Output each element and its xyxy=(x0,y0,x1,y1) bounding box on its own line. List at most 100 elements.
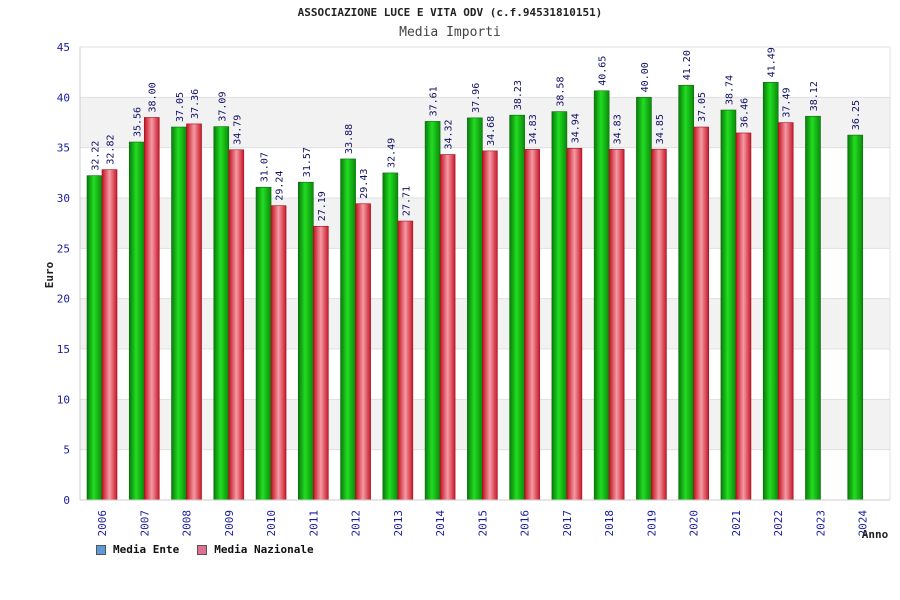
x-tick-label: 2012 xyxy=(350,510,363,537)
data-label: 34.83 xyxy=(528,114,539,144)
bar-media-nazionale xyxy=(651,148,667,501)
bar-media-ente xyxy=(509,114,525,501)
bar-media-nazionale xyxy=(608,149,625,501)
data-label: 34.32 xyxy=(444,119,455,149)
data-label: 36.46 xyxy=(739,98,750,128)
bar-media-ente xyxy=(298,181,314,501)
data-label: 34.83 xyxy=(613,114,624,144)
bar-media-nazionale xyxy=(101,169,118,501)
data-label: 40.00 xyxy=(640,62,651,92)
data-label: 34.85 xyxy=(655,114,666,144)
bar-media-nazionale xyxy=(693,126,709,501)
x-tick-label: 2008 xyxy=(181,510,194,537)
bar-media-ente xyxy=(593,90,610,501)
x-tick-label: 2016 xyxy=(519,510,532,537)
bar-media-ente xyxy=(636,97,652,501)
data-label: 32.22 xyxy=(91,141,102,171)
bar-media-ente xyxy=(255,186,272,501)
data-label: 38.74 xyxy=(724,75,735,105)
data-label: 29.43 xyxy=(359,169,370,199)
bar-media-ente xyxy=(805,115,821,501)
bar-media-nazionale xyxy=(143,117,160,501)
chart-subtitle: Media Importi xyxy=(399,25,501,40)
data-label: 32.49 xyxy=(386,138,397,168)
data-label: 41.20 xyxy=(682,50,693,80)
data-label: 38.12 xyxy=(809,81,820,111)
data-label: 37.09 xyxy=(217,92,228,122)
legend-swatch-ente xyxy=(96,544,106,555)
y-tick-label: 5 xyxy=(63,444,70,457)
bar-media-nazionale xyxy=(777,122,794,501)
bar-media-ente xyxy=(847,134,864,501)
legend-swatch-nazionale xyxy=(197,544,208,555)
legend-item-ente: Media Ente xyxy=(96,543,179,556)
bar-media-ente xyxy=(171,126,187,501)
x-tick-label: 2021 xyxy=(730,510,743,537)
x-tick-label: 2013 xyxy=(392,510,405,537)
bar-media-nazionale xyxy=(186,123,202,501)
y-tick-label: 0 xyxy=(63,494,70,507)
bar-media-ente xyxy=(340,158,356,501)
x-tick-label: 2023 xyxy=(814,510,827,537)
data-label: 38.58 xyxy=(555,77,566,107)
x-tick-label: 2010 xyxy=(265,510,278,537)
y-tick-label: 45 xyxy=(57,41,70,54)
bar-media-nazionale xyxy=(524,149,540,501)
bar-media-ente xyxy=(551,111,568,501)
data-label: 37.05 xyxy=(697,92,708,122)
x-tick-label: 2009 xyxy=(223,510,236,537)
bar-media-nazionale xyxy=(482,150,498,501)
bar-media-nazionale xyxy=(355,203,371,501)
y-axis-label: Euro xyxy=(43,261,56,288)
x-tick-label: 2020 xyxy=(688,510,701,537)
bar-media-ente xyxy=(720,109,737,501)
data-label: 29.24 xyxy=(275,171,286,201)
y-tick-label: 15 xyxy=(57,343,70,356)
bar-media-ente xyxy=(213,126,230,501)
x-tick-label: 2017 xyxy=(561,510,574,537)
bar-media-ente xyxy=(128,141,145,501)
bar-media-ente xyxy=(762,82,779,501)
y-tick-label: 25 xyxy=(57,242,70,255)
data-label: 32.82 xyxy=(106,135,117,165)
legend-label-nazionale: Media Nazionale xyxy=(214,543,314,556)
data-label: 31.07 xyxy=(260,152,271,182)
data-label: 31.57 xyxy=(302,147,313,177)
data-label: 37.61 xyxy=(429,86,440,116)
data-label: 34.68 xyxy=(486,116,497,146)
data-label: 38.00 xyxy=(148,82,159,112)
data-label: 34.79 xyxy=(232,115,243,145)
y-tick-label: 20 xyxy=(57,293,70,306)
legend-label-ente: Media Ente xyxy=(113,543,180,556)
bar-media-nazionale xyxy=(735,132,752,501)
data-label: 37.05 xyxy=(175,92,186,122)
bar-media-ente xyxy=(678,84,694,501)
x-axis-label: Anno xyxy=(862,528,889,541)
data-label: 35.56 xyxy=(133,107,144,137)
data-label: 40.65 xyxy=(598,56,609,86)
x-tick-label: 2014 xyxy=(434,510,447,537)
x-tick-label: 2011 xyxy=(307,510,320,537)
data-label: 38.23 xyxy=(513,80,524,110)
y-tick-label: 35 xyxy=(57,142,70,155)
chart-title: ASSOCIAZIONE LUCE E VITA ODV (c.f.945318… xyxy=(297,6,603,19)
data-label: 37.36 xyxy=(190,89,201,119)
legend: Media Ente Media Nazionale xyxy=(96,543,314,556)
data-label: 34.94 xyxy=(570,113,581,143)
bar-media-nazionale xyxy=(228,149,245,501)
y-tick-label: 10 xyxy=(57,393,70,406)
x-tick-label: 2018 xyxy=(603,510,616,537)
bar-media-ente xyxy=(86,175,103,501)
data-label: 27.71 xyxy=(401,186,412,216)
x-tick-label: 2022 xyxy=(772,510,785,537)
data-label: 37.49 xyxy=(782,87,793,117)
bar-media-nazionale xyxy=(270,205,287,501)
data-label: 27.19 xyxy=(317,191,328,221)
x-tick-label: 2015 xyxy=(476,510,489,537)
data-label: 33.88 xyxy=(344,124,355,154)
y-tick-label: 30 xyxy=(57,192,70,205)
x-tick-label: 2019 xyxy=(645,510,658,537)
bar-media-nazionale xyxy=(313,225,329,501)
bar-media-nazionale xyxy=(566,147,583,501)
